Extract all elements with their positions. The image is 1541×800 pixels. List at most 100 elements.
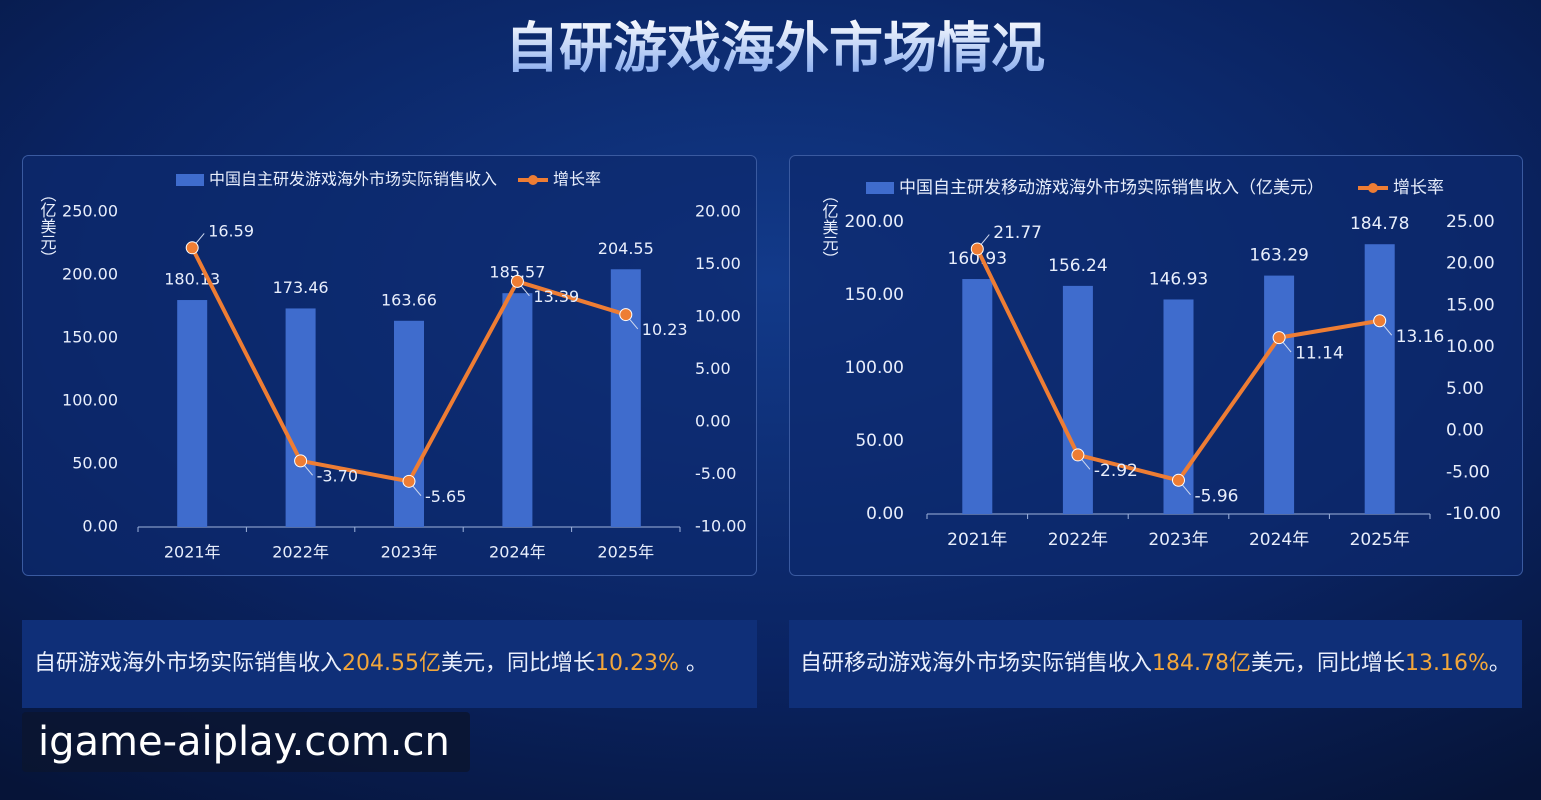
- growth-point: [185, 241, 199, 255]
- caption-text: 自研移动游戏海外市场实际销售收入: [800, 651, 1152, 676]
- x-tick-label: 2022年: [1048, 530, 1108, 550]
- bar: [1264, 275, 1295, 514]
- growth-point: [1172, 473, 1185, 487]
- label-leader: [195, 233, 205, 244]
- y-tick-label: 0.00: [82, 517, 118, 536]
- legend-swatch: [866, 182, 894, 194]
- watermark: igame-aiplay.com.cn: [38, 719, 450, 765]
- legend-label: 增长率: [553, 170, 601, 189]
- caption-highlight: 204.55亿: [342, 651, 441, 676]
- bar: [502, 293, 533, 527]
- caption-highlight: 184.78亿: [1152, 651, 1251, 676]
- growth-value-label: -5.96: [1195, 486, 1239, 506]
- caption-text: 。: [679, 651, 708, 676]
- growth-point: [1071, 448, 1085, 462]
- caption: 自研游戏海外市场实际销售收入204.55亿美元，同比增长10.23% 。: [34, 651, 708, 676]
- growth-point: [402, 474, 416, 488]
- caption-highlight: 10.23%: [595, 651, 679, 676]
- y2-tick-label: -5.00: [695, 464, 736, 483]
- y2-tick-label: 10.00: [1446, 337, 1495, 357]
- label-leader: [1182, 484, 1191, 496]
- y-tick-label: 150.00: [62, 328, 118, 347]
- y-tick-label: 0.00: [866, 504, 904, 524]
- label-leader: [980, 234, 990, 245]
- growth-point: [1373, 314, 1387, 328]
- legend-label: 增长率: [1393, 178, 1444, 198]
- x-tick-label: 2025年: [597, 543, 654, 562]
- bar-value-label: 173.46: [273, 278, 329, 297]
- growth-value-label: -3.70: [317, 466, 358, 485]
- y-axis-label: （亿美元）: [820, 187, 839, 267]
- caption-text: 美元，同比增长: [1251, 651, 1405, 676]
- label-leader: [1383, 325, 1393, 336]
- growth-point: [510, 274, 524, 288]
- y-tick-label: 50.00: [72, 454, 118, 473]
- y-axis-label: （亿美元）: [38, 186, 57, 266]
- label-leader: [1282, 342, 1292, 353]
- growth-point: [1272, 331, 1286, 345]
- caption: 自研移动游戏海外市场实际销售收入184.78亿美元，同比增长13.16%。: [800, 651, 1511, 676]
- bar: [177, 300, 208, 527]
- growth-point: [619, 308, 633, 322]
- growth-point: [970, 242, 984, 256]
- legend-label: 中国自主研发移动游戏海外市场实际销售收入（亿美元）: [899, 178, 1324, 198]
- y2-tick-label: 20.00: [1446, 254, 1495, 274]
- legend-swatch: [528, 175, 538, 185]
- growth-value-label: 16.59: [208, 221, 254, 240]
- bar-value-label: 160.93: [948, 249, 1007, 269]
- x-tick-label: 2022年: [272, 543, 329, 562]
- x-tick-label: 2024年: [1249, 530, 1309, 550]
- y2-tick-label: -5.00: [1446, 462, 1490, 482]
- growth-value-label: -2.92: [1094, 461, 1138, 481]
- y-tick-label: 100.00: [62, 391, 118, 410]
- growth-value-label: 13.39: [533, 287, 579, 306]
- bar: [1062, 285, 1093, 514]
- caption-highlight: 13.16%: [1405, 651, 1489, 676]
- x-tick-label: 2025年: [1350, 530, 1410, 550]
- legend-swatch: [176, 174, 204, 186]
- x-tick-label: 2023年: [1148, 530, 1208, 550]
- bar: [962, 279, 993, 514]
- label-leader: [1081, 459, 1091, 470]
- y2-tick-label: -10.00: [695, 517, 747, 536]
- y-tick-label: 200.00: [62, 265, 118, 284]
- label-leader: [412, 485, 422, 497]
- legend-label: 中国自主研发游戏海外市场实际销售收入: [209, 170, 497, 189]
- bar-value-label: 163.66: [381, 290, 437, 309]
- chart-panel: [22, 155, 757, 576]
- y2-tick-label: 5.00: [1446, 379, 1484, 399]
- bar: [1364, 244, 1395, 515]
- y-tick-label: 200.00: [845, 212, 904, 232]
- y2-tick-label: 15.00: [1446, 295, 1495, 315]
- y2-tick-label: -10.00: [1446, 504, 1501, 524]
- bar: [285, 308, 316, 527]
- growth-value-label: -5.65: [425, 487, 466, 506]
- bar: [394, 320, 424, 527]
- growth-point: [294, 454, 308, 468]
- y-tick-label: 150.00: [845, 285, 904, 305]
- bar-value-label: 185.57: [489, 263, 545, 282]
- y2-tick-label: 20.00: [695, 202, 741, 221]
- y2-tick-label: 5.00: [695, 359, 731, 378]
- y-tick-label: 100.00: [845, 358, 904, 378]
- bar: [610, 269, 641, 527]
- y2-tick-label: 15.00: [695, 254, 741, 273]
- growth-value-label: 11.14: [1295, 344, 1344, 364]
- bar-value-label: 204.55: [598, 239, 654, 258]
- legend-swatch: [1368, 183, 1378, 193]
- growth-value-label: 13.16: [1396, 327, 1445, 347]
- bar-value-label: 184.78: [1350, 214, 1409, 234]
- x-tick-label: 2024年: [489, 543, 546, 562]
- growth-value-label: 10.23: [642, 320, 688, 339]
- caption-box: [789, 620, 1522, 708]
- bar-value-label: 146.93: [1149, 269, 1208, 289]
- y2-tick-label: 0.00: [1446, 421, 1484, 441]
- label-leader: [304, 465, 313, 476]
- page-title: 自研游戏海外市场情况: [505, 17, 1045, 80]
- y2-tick-label: 0.00: [695, 412, 731, 431]
- y-tick-label: 250.00: [62, 202, 118, 221]
- label-leader: [629, 319, 639, 330]
- bar-value-label: 163.29: [1249, 246, 1308, 266]
